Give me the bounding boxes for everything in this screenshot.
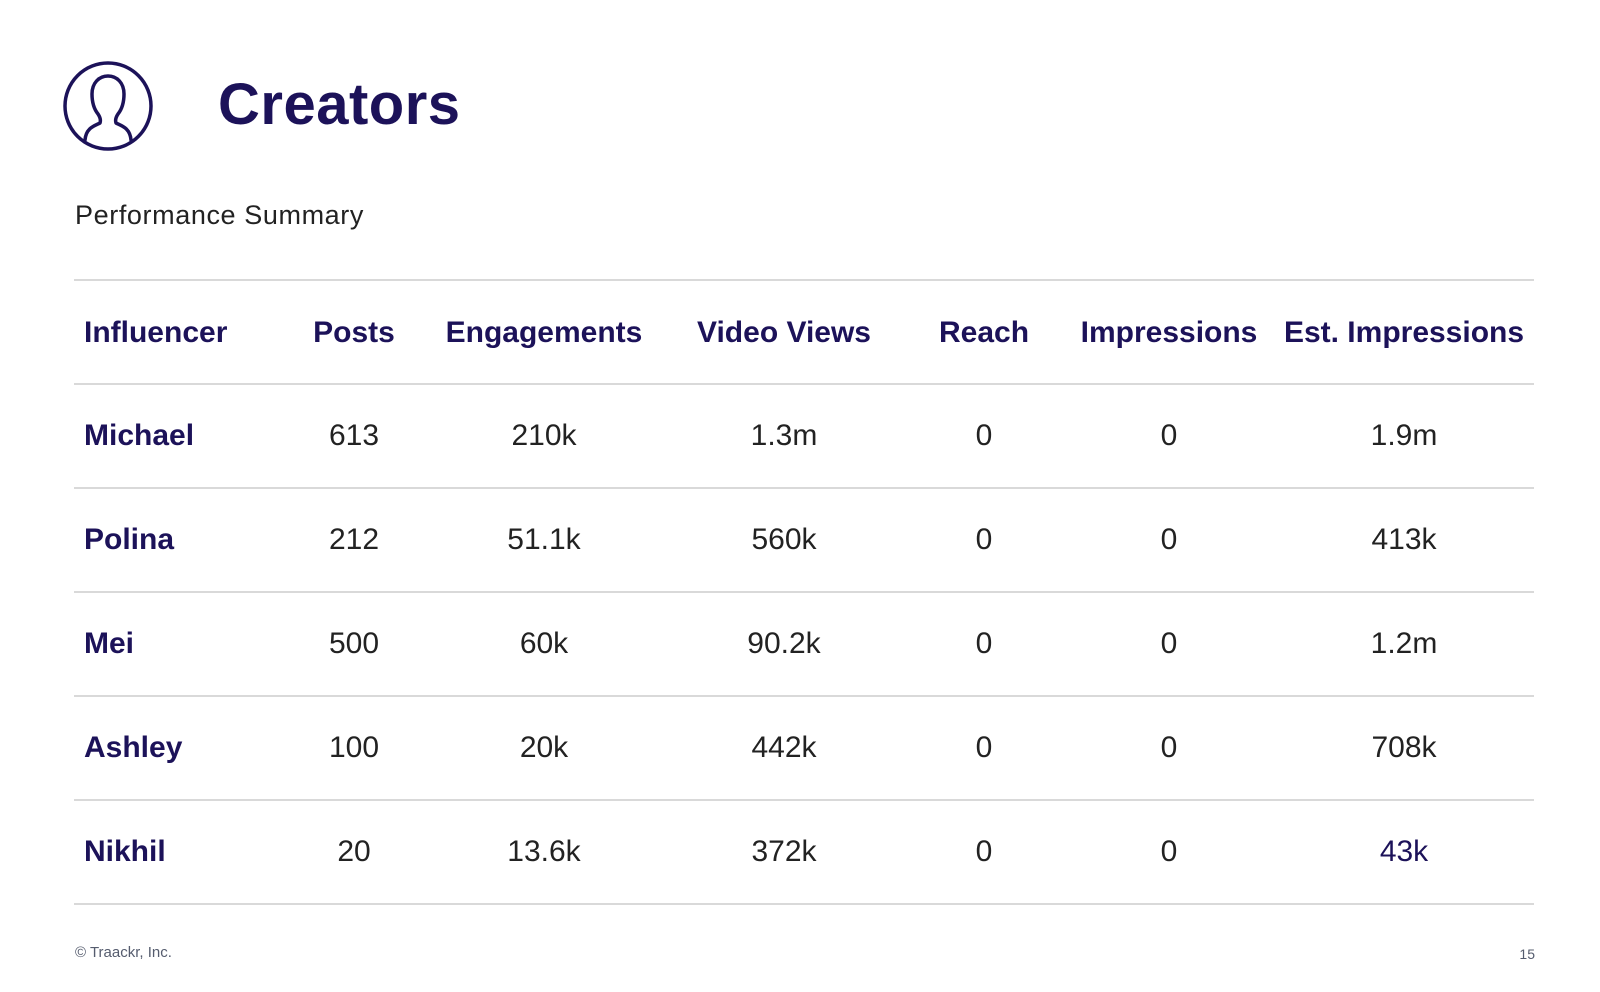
engagements-cell: 210k [511,419,577,452]
column-header-influencer: Influencer [84,315,228,349]
reach-cell: 0 [975,419,993,452]
engagements-cell: 60k [519,627,569,660]
impressions-cell: 0 [1160,835,1178,868]
posts-cell: 613 [328,419,380,452]
influencer-name: Polina [84,523,175,556]
user-circle-icon [62,60,154,152]
impressions-cell: 0 [1160,731,1178,764]
table-row: Ashley 100 20k 442k 0 0 708k [74,696,1534,800]
table-row: Polina 212 51.1k 560k 0 0 413k [74,488,1534,592]
influencer-name: Ashley [84,731,183,764]
est-impressions-cell: 1.2m [1370,627,1438,660]
video-views-cell: 442k [751,731,817,764]
est-impressions-cell: 1.9m [1370,419,1438,452]
impressions-cell: 0 [1160,523,1178,556]
engagements-cell: 13.6k [507,835,581,868]
table-header-row: Influencer Posts Engagements Video Views… [74,280,1534,384]
reach-cell: 0 [975,835,993,868]
impressions-cell: 0 [1160,419,1178,452]
engagements-cell: 20k [519,731,569,764]
table-row: Nikhil 20 13.6k 372k 0 0 43k [74,800,1534,904]
influencer-name: Mei [84,627,135,660]
column-header-video-views: Video Views [697,315,871,349]
influencer-name: Michael [84,419,195,452]
footer-copyright: © Traackr, Inc. [75,944,172,961]
posts-cell: 500 [328,627,380,660]
reach-cell: 0 [975,523,993,556]
video-views-cell: 90.2k [747,627,821,660]
video-views-cell: 372k [751,835,817,868]
reach-cell: 0 [975,731,993,764]
column-header-reach: Reach [938,315,1030,349]
video-views-cell: 1.3m [750,419,818,452]
reach-cell: 0 [975,627,993,660]
influencer-name: Nikhil [84,835,166,868]
est-impressions-cell: 708k [1371,731,1437,764]
est-impressions-cell: 413k [1371,523,1437,556]
posts-cell: 212 [328,523,380,556]
posts-cell: 20 [337,835,371,868]
table-row: Mei 500 60k 90.2k 0 0 1.2m [74,592,1534,696]
column-header-impressions: Impressions [1080,315,1258,349]
est-impressions-cell: 43k [1379,835,1429,868]
page-number: 15 [1519,946,1535,962]
section-subtitle: Performance Summary [75,200,364,230]
performance-table: Influencer Posts Engagements Video Views… [74,279,1534,905]
column-header-posts: Posts [313,315,395,349]
table-row: Michael 613 210k 1.3m 0 0 1.9m [74,384,1534,488]
column-header-engagements: Engagements [445,315,643,349]
impressions-cell: 0 [1160,627,1178,660]
posts-cell: 100 [328,731,380,764]
engagements-cell: 51.1k [507,523,581,556]
column-header-est-impressions: Est. Impressions [1283,315,1525,349]
video-views-cell: 560k [751,523,817,556]
page-title: Creators [218,72,461,137]
